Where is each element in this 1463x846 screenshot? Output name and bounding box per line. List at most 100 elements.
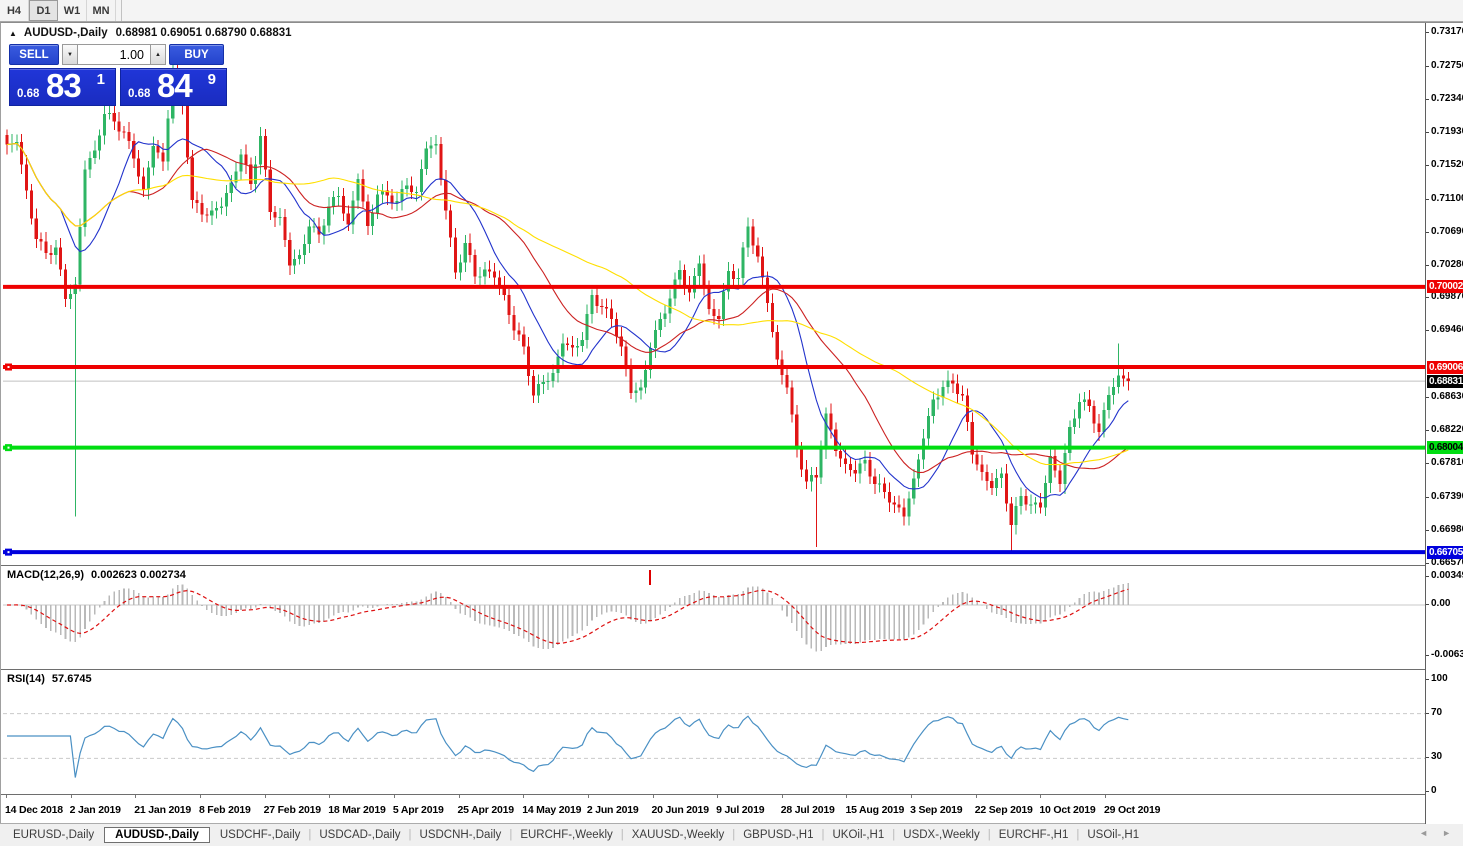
axis-tick bbox=[1426, 562, 1429, 564]
timeframe-button-d1[interactable]: D1 bbox=[29, 0, 58, 21]
price-badge-0.66705: 0.66705 bbox=[1427, 545, 1463, 559]
tab-separator: | bbox=[892, 829, 896, 841]
date-label: 18 Mar 2019 bbox=[328, 804, 386, 816]
tab-usdcnh-daily[interactable]: USDCNH-,Daily bbox=[419, 829, 502, 841]
date-label: 22 Sep 2019 bbox=[974, 804, 1033, 816]
macd-signal-line bbox=[7, 588, 1129, 645]
tab-audusd-daily[interactable]: AUDUSD-,Daily bbox=[104, 827, 210, 843]
tab-separator: | bbox=[308, 829, 312, 841]
rsi-name: RSI(14) bbox=[7, 673, 45, 685]
axis-tick bbox=[1426, 463, 1429, 465]
buy-price-display[interactable]: 0.68 84 9 bbox=[120, 67, 227, 106]
tab-usdchf-daily[interactable]: USDCHF-,Daily bbox=[219, 829, 301, 841]
axis-tick bbox=[1426, 264, 1429, 266]
tab-separator: | bbox=[408, 829, 412, 841]
date-tick bbox=[587, 795, 589, 798]
date-label: 8 Feb 2019 bbox=[198, 804, 251, 816]
rsi-canvas[interactable] bbox=[3, 671, 1425, 795]
axis-tick bbox=[1426, 791, 1429, 792]
sell-price-big: 83 bbox=[46, 67, 82, 104]
tab-separator: | bbox=[620, 829, 624, 841]
date-label: 15 Aug 2019 bbox=[845, 804, 905, 816]
buy-button[interactable]: BUY bbox=[169, 44, 224, 65]
main-chart-canvas[interactable] bbox=[3, 25, 1425, 565]
timeframe-button-h4[interactable]: H4 bbox=[0, 0, 29, 21]
date-tick bbox=[911, 795, 913, 798]
date-label: 5 Apr 2019 bbox=[392, 804, 444, 816]
date-axis[interactable]: 14 Dec 2018 2 Jan 2019 21 Jan 2019 8 Feb 20… bbox=[1, 794, 1425, 824]
tab-usdcad-daily[interactable]: USDCAD-,Daily bbox=[319, 829, 401, 841]
axis-tick bbox=[1426, 679, 1429, 680]
axis-tick bbox=[1426, 131, 1429, 133]
tab-separator: | bbox=[821, 829, 825, 841]
tab-eurchf-h1[interactable]: EURCHF-,H1 bbox=[998, 829, 1069, 841]
tab-usoil-h1[interactable]: USOil-,H1 bbox=[1087, 829, 1140, 841]
chart-title: ▲ AUDUSD-,Daily 0.68981 0.69051 0.68790 … bbox=[9, 27, 292, 39]
volume-stepper: ▼ ▲ bbox=[62, 44, 166, 65]
tab-gbpusd-h1[interactable]: GBPUSD-,H1 bbox=[743, 829, 814, 841]
axis-tick bbox=[1426, 330, 1429, 332]
volume-decrease-button[interactable]: ▼ bbox=[62, 44, 78, 65]
chart-ohlc-values: 0.68981 0.69051 0.68790 0.68831 bbox=[115, 27, 292, 39]
tab-eurchf-weekly[interactable]: EURCHF-,Weekly bbox=[520, 829, 613, 841]
tab-xauusd-weekly[interactable]: XAUUSD-,Weekly bbox=[631, 829, 725, 841]
rsi-tick-label: 30 bbox=[1431, 751, 1443, 763]
tab-eurusd-daily[interactable]: EURUSD-,Daily bbox=[13, 829, 95, 841]
rsi-panel: RSI(14) 57.6745 bbox=[1, 669, 1425, 794]
collapse-triangle-icon[interactable]: ▲ bbox=[9, 28, 17, 38]
date-tick bbox=[717, 795, 719, 798]
axis-tick bbox=[1426, 604, 1429, 605]
macd-panel: MACD(12,26,9) 0.002623 0.002734 bbox=[1, 565, 1425, 669]
tab-scroll-right-icon[interactable]: ► bbox=[1442, 828, 1451, 838]
macd-canvas[interactable] bbox=[3, 567, 1425, 670]
date-label: 28 Jul 2019 bbox=[780, 804, 835, 816]
buy-price-pip: 9 bbox=[207, 71, 216, 88]
rsi-label: RSI(14) 57.6745 bbox=[7, 673, 92, 685]
rsi-tick-label: 70 bbox=[1431, 706, 1443, 718]
tab-usdx-weekly[interactable]: USDX-,Weekly bbox=[903, 829, 980, 841]
date-label: 2 Jun 2019 bbox=[586, 804, 639, 816]
axis-tick bbox=[1426, 655, 1429, 657]
date-tick bbox=[1040, 795, 1042, 798]
date-label: 14 Dec 2018 bbox=[5, 804, 63, 816]
volume-increase-button[interactable]: ▲ bbox=[150, 44, 166, 65]
ma-slow-line bbox=[6, 142, 1129, 466]
axis-tick bbox=[1426, 430, 1429, 432]
axis-tick bbox=[1426, 297, 1429, 299]
sell-price-main: 0.68 bbox=[17, 88, 40, 100]
date-tick bbox=[846, 795, 848, 798]
sell-button[interactable]: SELL bbox=[9, 44, 59, 65]
buy-price-big: 84 bbox=[157, 67, 193, 104]
tab-ukoil-h1[interactable]: UKOil-,H1 bbox=[832, 829, 885, 841]
macd-values: 0.002623 0.002734 bbox=[91, 569, 186, 581]
axis-tick bbox=[1426, 198, 1429, 200]
timeframe-button-w1[interactable]: W1 bbox=[58, 0, 87, 21]
volume-input[interactable] bbox=[78, 44, 150, 65]
chart-window: ▲ AUDUSD-,Daily 0.68981 0.69051 0.68790 … bbox=[0, 22, 1463, 824]
date-label: 2 Jan 2019 bbox=[69, 804, 121, 816]
date-label: 27 Feb 2019 bbox=[263, 804, 322, 816]
date-tick bbox=[523, 795, 525, 798]
toolbar-separator bbox=[116, 0, 122, 21]
date-tick bbox=[135, 795, 137, 798]
tab-scroll-left-icon[interactable]: ◄ bbox=[1419, 828, 1429, 838]
rsi-line bbox=[7, 715, 1129, 778]
axis-tick bbox=[1426, 497, 1429, 499]
sell-price-pip: 1 bbox=[96, 71, 105, 88]
timeframe-button-mn[interactable]: MN bbox=[87, 0, 116, 21]
date-tick bbox=[199, 795, 201, 798]
tab-navigation: ◄ ► bbox=[1419, 828, 1451, 838]
axis-tick bbox=[1426, 397, 1429, 399]
sell-price-display[interactable]: 0.68 83 1 bbox=[9, 67, 116, 106]
